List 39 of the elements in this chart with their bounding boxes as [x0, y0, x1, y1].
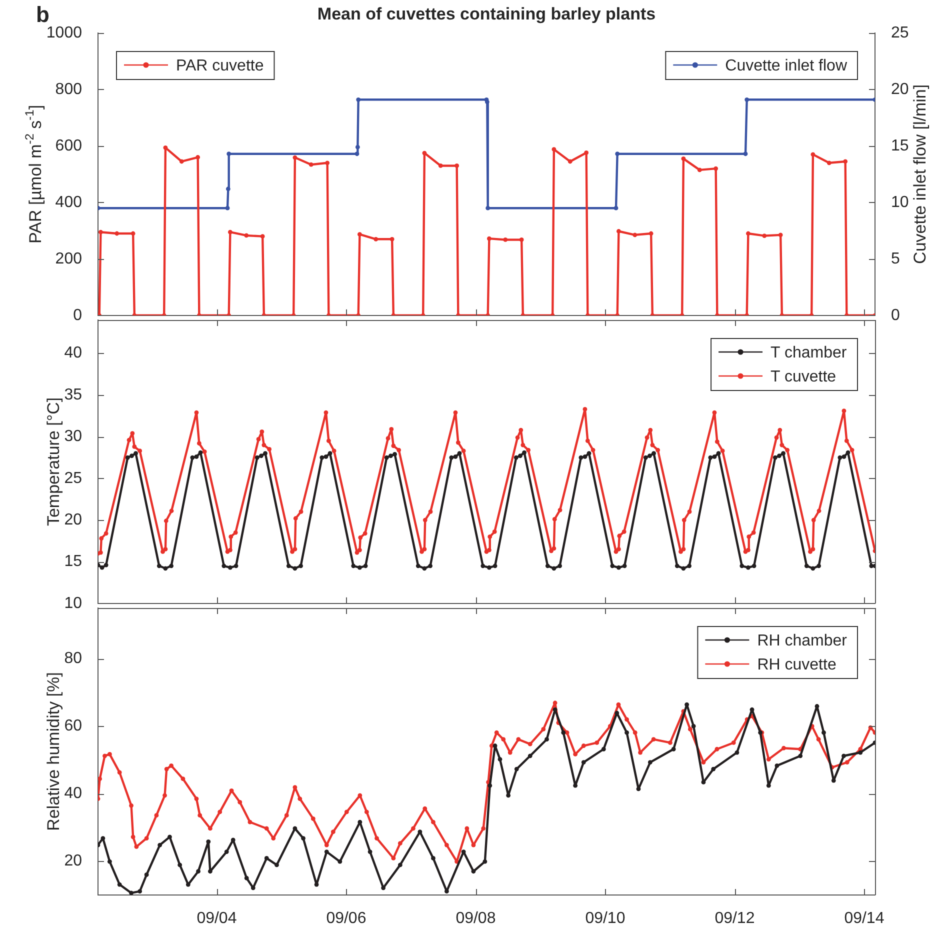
x-tick-label: 09/10 — [585, 910, 626, 926]
y-tick-label: 400 — [55, 194, 82, 211]
y-tick-label: 25 — [64, 470, 82, 487]
y-tick-label: 600 — [55, 137, 82, 154]
chart-title: Mean of cuvettes containing barley plants — [317, 4, 656, 24]
x-tick-label: 09/08 — [456, 910, 496, 926]
y2-tick-label: 5 — [891, 250, 900, 268]
legend-label: T chamber — [770, 344, 848, 362]
y-axis-title: Temperature [°C] — [44, 397, 63, 526]
y-tick-label: 10 — [64, 594, 82, 612]
y2-tick-label: 20 — [891, 80, 909, 98]
y2-tick-label: 25 — [891, 24, 909, 42]
y-tick-label: 40 — [64, 344, 82, 362]
y-tick-label: 30 — [64, 428, 82, 446]
y2-tick-label: 0 — [891, 306, 900, 324]
y-tick-label: 20 — [64, 511, 82, 528]
x-tick-label: 09/06 — [326, 910, 366, 926]
y-tick-label: 0 — [73, 306, 82, 324]
x-tick-label: 09/12 — [714, 910, 755, 926]
y2-axis-title: Cuvette inlet flow [l/min] — [910, 84, 930, 264]
y-tick-label: 40 — [64, 785, 82, 802]
legend-label: T cuvette — [770, 368, 836, 386]
y-tick-label: 60 — [64, 718, 82, 735]
legend-label: RH cuvette — [757, 656, 836, 674]
y-tick-label: 200 — [55, 250, 82, 268]
y-tick-label: 20 — [64, 852, 82, 870]
y-axis-title: Relative humidity [%] — [44, 672, 63, 831]
y2-tick-label: 15 — [891, 137, 909, 154]
y2-tick-label: 10 — [891, 194, 909, 211]
y-tick-label: 15 — [64, 553, 82, 570]
y-tick-label: 800 — [55, 80, 82, 98]
legend-label: RH chamber — [757, 632, 848, 650]
y-axis-title: PAR [µmol m-2 s-1] — [22, 104, 46, 244]
legend-label: PAR cuvette — [176, 57, 264, 74]
legend-label: Cuvette inlet flow — [725, 57, 848, 74]
x-tick-label: 09/14 — [844, 910, 884, 926]
y-tick-label: 80 — [64, 650, 82, 668]
y-tick-label: 35 — [64, 386, 82, 404]
x-tick-label: 09/04 — [196, 910, 237, 926]
